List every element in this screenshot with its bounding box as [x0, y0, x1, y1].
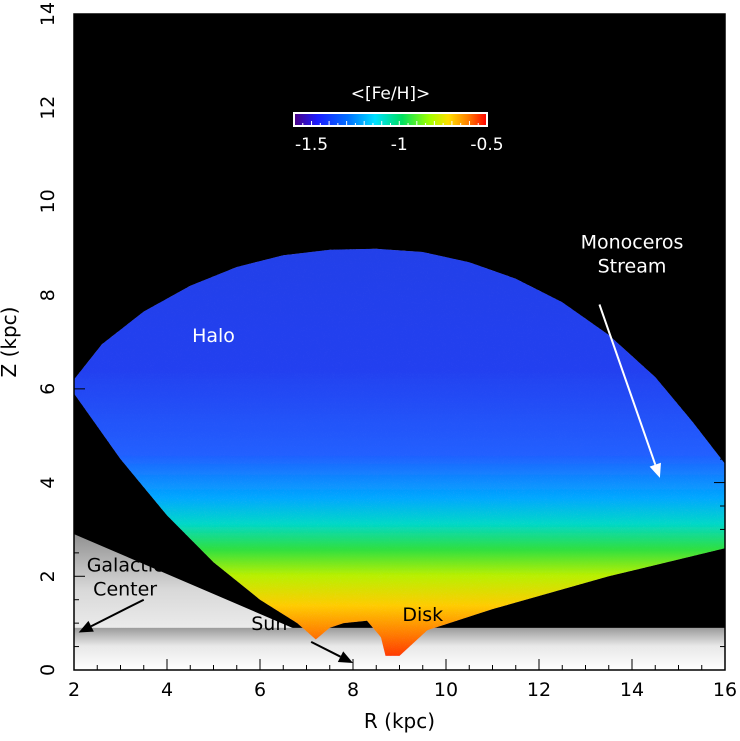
y-tick-label: 4 [37, 477, 59, 489]
y-tick-label: 0 [37, 664, 59, 676]
colorbar-tick-label: -1 [391, 135, 408, 155]
y-axis-title: Z (kpc) [0, 307, 21, 378]
annotation-disk: Disk [402, 604, 443, 626]
sun-arrow [310, 640, 353, 663]
colorbar-label: <[Fe/H]> [351, 84, 431, 104]
y-tick-label: 12 [37, 96, 59, 120]
annotation-halo: Halo [192, 325, 235, 347]
x-axis-title: R (kpc) [364, 709, 435, 733]
annotations: Halo Disk Monoceros Stream Galactic Center Sun [87, 231, 684, 635]
x-tick-label: 2 [68, 679, 80, 701]
x-tick-label: 6 [254, 679, 266, 701]
y-tick-label: 6 [37, 383, 59, 395]
annotation-galactic-center: Galactic Center [87, 555, 164, 601]
colorbar-ticks: -1.5 -1 -0.5 [293, 121, 504, 155]
monoceros-arrow [598, 304, 661, 478]
colorbar-tick-label: -1.5 [295, 135, 328, 155]
x-axis: 2 4 6 8 10 12 14 16 [68, 14, 737, 701]
x-tick-label: 10 [434, 679, 458, 701]
y-axis: 0 2 4 6 8 10 12 14 [37, 2, 725, 676]
y-tick-label: 14 [37, 2, 59, 26]
x-tick-label: 4 [161, 679, 173, 701]
x-tick-label: 16 [713, 679, 737, 701]
y-tick-label: 10 [37, 189, 59, 213]
colorbar-tick-label: -0.5 [470, 135, 503, 155]
arrows [78, 304, 661, 663]
y-tick-label: 8 [37, 289, 59, 301]
colorbar: <[Fe/H]> -1.5 -1 -0.5 [293, 84, 504, 155]
annotation-sun: Sun [251, 613, 287, 635]
x-tick-label: 14 [620, 679, 644, 701]
y-tick-label: 2 [37, 570, 59, 582]
x-tick-label: 12 [527, 679, 551, 701]
galactic-center-arrow [78, 598, 145, 633]
metallicity-wedge [74, 248, 725, 656]
annotation-monoceros-stream: Monoceros Stream [581, 231, 684, 277]
x-tick-label: 8 [347, 679, 359, 701]
